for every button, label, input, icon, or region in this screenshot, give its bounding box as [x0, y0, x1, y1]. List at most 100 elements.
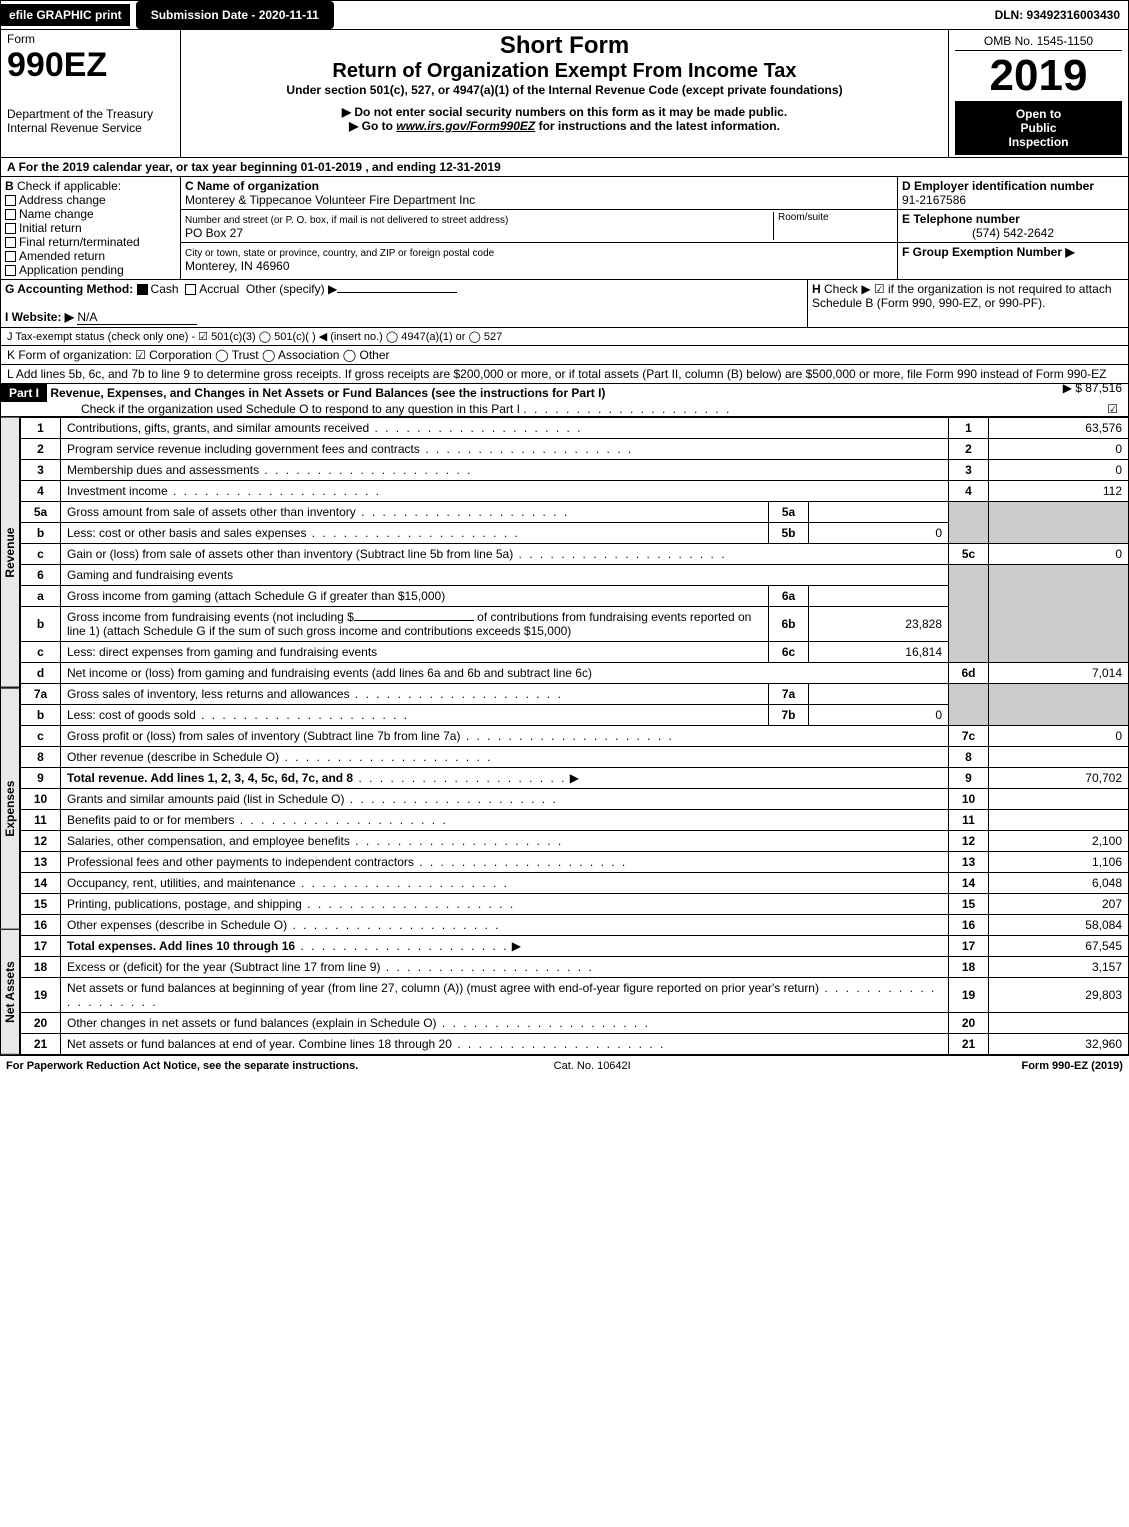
i-label: I Website: ▶ — [5, 310, 74, 324]
goto-line: ▶ Go to www.irs.gov/Form990EZ for instru… — [187, 119, 942, 133]
submission-date: Submission Date - 2020-11-11 — [136, 1, 334, 29]
dots-icon — [523, 402, 731, 416]
l7a-text: Gross sales of inventory, less returns a… — [67, 687, 350, 701]
addr-label: Number and street (or P. O. box, if mail… — [185, 215, 508, 226]
row-7c: cGross profit or (loss) from sales of in… — [21, 726, 1129, 747]
l6-text: Gaming and fundraising events — [61, 565, 949, 586]
row-15: 15Printing, publications, postage, and s… — [21, 894, 1129, 915]
l5a-text: Gross amount from sale of assets other t… — [67, 505, 356, 519]
l2-text: Program service revenue including govern… — [67, 442, 420, 456]
line-k: K Form of organization: ☑ Corporation ◯ … — [0, 346, 1129, 365]
side-expenses: Expenses — [0, 688, 20, 930]
irs-label: Internal Revenue Service — [7, 121, 174, 135]
row-11: 11Benefits paid to or for members11 — [21, 810, 1129, 831]
chk-cash[interactable] — [137, 284, 148, 295]
l3-val: 0 — [989, 460, 1129, 481]
part1-checked[interactable]: ☑ — [1107, 402, 1128, 416]
l9-text: Total revenue. Add lines 1, 2, 3, 4, 5c,… — [67, 771, 353, 785]
row-4: 4Investment income4112 — [21, 481, 1129, 502]
l3-text: Membership dues and assessments — [67, 463, 259, 477]
lines-table: 1Contributions, gifts, grants, and simil… — [20, 417, 1129, 1055]
col-b: B Check if applicable: Address change Na… — [1, 177, 181, 279]
chk-amended-return[interactable] — [5, 251, 16, 262]
return-title: Return of Organization Exempt From Incom… — [187, 60, 942, 83]
l5b-val: 0 — [809, 523, 949, 544]
l21-text: Net assets or fund balances at end of ye… — [67, 1037, 452, 1051]
form-header: Form 990EZ Department of the Treasury In… — [0, 30, 1129, 158]
l6a-val — [809, 586, 949, 607]
side-netassets: Net Assets — [0, 929, 20, 1055]
l6b-val: 23,828 — [809, 607, 949, 642]
footer-right: Form 990-EZ (2019) — [1021, 1060, 1122, 1072]
row-7a: 7aGross sales of inventory, less returns… — [21, 684, 1129, 705]
row-13: 13Professional fees and other payments t… — [21, 852, 1129, 873]
row-20: 20Other changes in net assets or fund ba… — [21, 1013, 1129, 1034]
row-3: 3Membership dues and assessments30 — [21, 460, 1129, 481]
row-5c: cGain or (loss) from sale of assets othe… — [21, 544, 1129, 565]
phone: (574) 542-2642 — [902, 226, 1124, 240]
goto-link[interactable]: www.irs.gov/Form990EZ — [396, 119, 535, 133]
b-item-1: Name change — [19, 207, 94, 221]
l16-text: Other expenses (describe in Schedule O) — [67, 918, 287, 932]
l5b-text: Less: cost or other basis and sales expe… — [67, 526, 306, 540]
row-9: 9Total revenue. Add lines 1, 2, 3, 4, 5c… — [21, 768, 1129, 789]
l13-val: 1,106 — [989, 852, 1129, 873]
page-footer: For Paperwork Reduction Act Notice, see … — [0, 1055, 1129, 1076]
l8-text: Other revenue (describe in Schedule O) — [67, 750, 279, 764]
l4-val: 112 — [989, 481, 1129, 502]
room-suite-label: Room/suite — [773, 212, 893, 240]
l15-val: 207 — [989, 894, 1129, 915]
l7c-text: Gross profit or (loss) from sales of inv… — [67, 729, 460, 743]
row-1: 1Contributions, gifts, grants, and simil… — [21, 418, 1129, 439]
chk-accrual[interactable] — [185, 284, 196, 295]
line-a-text: For the 2019 calendar year, or tax year … — [19, 160, 501, 174]
g-label: G Accounting Method: — [5, 282, 133, 296]
part1-body: Revenue Expenses Net Assets 1Contributio… — [0, 417, 1129, 1055]
l18-text: Excess or (deficit) for the year (Subtra… — [67, 960, 380, 974]
row-16: 16Other expenses (describe in Schedule O… — [21, 915, 1129, 936]
open3: Inspection — [961, 135, 1116, 149]
l14-text: Occupancy, rent, utilities, and maintena… — [67, 876, 296, 890]
part1-label: Part I — [1, 384, 47, 402]
b-item-3: Final return/terminated — [19, 235, 140, 249]
d-label: D Employer identification number — [902, 179, 1094, 193]
ssn-warning: ▶ Do not enter social security numbers o… — [187, 105, 942, 119]
g-other: Other (specify) ▶ — [246, 282, 337, 296]
row-18: 18Excess or (deficit) for the year (Subt… — [21, 957, 1129, 978]
line-a: A For the 2019 calendar year, or tax yea… — [0, 158, 1129, 177]
row-14: 14Occupancy, rent, utilities, and mainte… — [21, 873, 1129, 894]
chk-initial-return[interactable] — [5, 223, 16, 234]
l6b-blank[interactable] — [354, 620, 474, 621]
l20-val — [989, 1013, 1129, 1034]
l17-val: 67,545 — [989, 936, 1129, 957]
chk-application-pending[interactable] — [5, 265, 16, 276]
row-19: 19Net assets or fund balances at beginni… — [21, 978, 1129, 1013]
short-form-title: Short Form — [187, 32, 942, 60]
efile-label[interactable]: efile GRAPHIC print — [1, 4, 130, 26]
dept-treasury: Department of the Treasury — [7, 107, 174, 121]
l5c-text: Gain or (loss) from sale of assets other… — [67, 547, 513, 561]
chk-final-return[interactable] — [5, 237, 16, 248]
l8-val — [989, 747, 1129, 768]
b-item-5: Application pending — [19, 263, 124, 277]
open-public-inspection: Open to Public Inspection — [955, 101, 1122, 155]
chk-address-change[interactable] — [5, 195, 16, 206]
l15-text: Printing, publications, postage, and shi… — [67, 897, 302, 911]
l20-text: Other changes in net assets or fund bala… — [67, 1016, 437, 1030]
chk-name-change[interactable] — [5, 209, 16, 220]
col-def: D Employer identification number 91-2167… — [898, 177, 1128, 279]
l21-val: 32,960 — [989, 1034, 1129, 1055]
g-other-input[interactable] — [337, 292, 457, 293]
open2: Public — [961, 121, 1116, 135]
g-cash: Cash — [151, 282, 179, 296]
l4-text: Investment income — [67, 484, 168, 498]
l6d-val: 7,014 — [989, 663, 1129, 684]
tax-year: 2019 — [955, 51, 1122, 101]
l12-val: 2,100 — [989, 831, 1129, 852]
l6b-text: Gross income from fundraising events (no… — [61, 607, 769, 642]
l19-val: 29,803 — [989, 978, 1129, 1013]
l7a-val — [809, 684, 949, 705]
b-item-4: Amended return — [19, 249, 105, 263]
b-label: Check if applicable: — [17, 179, 121, 193]
line-j: J Tax-exempt status (check only one) - ☑… — [0, 328, 1129, 346]
